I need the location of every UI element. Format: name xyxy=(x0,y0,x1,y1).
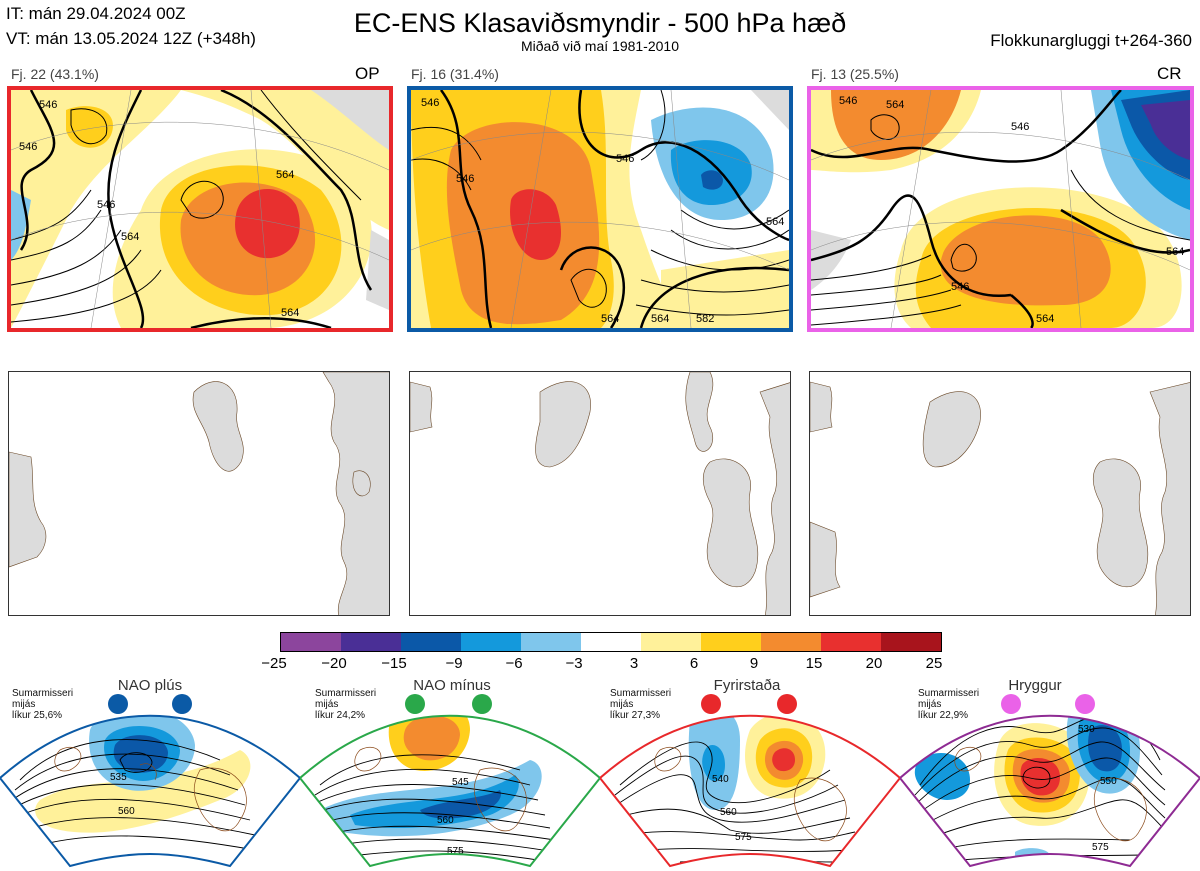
contour-label: 564 xyxy=(276,169,294,181)
contour-label: 564 xyxy=(121,231,139,243)
regime-3-title: Fyrirstaða xyxy=(713,677,781,694)
colorbar-swatch xyxy=(881,633,941,651)
colorbar xyxy=(280,632,942,652)
cluster-1-map: 546 546 546 564 564 564 xyxy=(7,86,393,332)
colorbar-tick: 25 xyxy=(925,655,943,672)
contour-label: 564 xyxy=(1036,313,1054,325)
colorbar-tick: −9 xyxy=(445,655,463,672)
contour-label: 546 xyxy=(1011,121,1029,133)
colorbar-tick: 9 xyxy=(749,655,759,672)
contour-label: 564 xyxy=(281,307,299,319)
regime-2-note: Sumarmisseri mijás líkur 24,2% xyxy=(315,688,377,721)
contour-label: 564 xyxy=(766,216,784,228)
colorbar-swatch xyxy=(761,633,821,651)
regime-contour-label: 575 xyxy=(1092,842,1109,853)
regime-4-map: 530 550 575 xyxy=(900,714,1200,868)
initial-time: IT: mán 29.04.2024 00Z xyxy=(6,4,186,23)
colorbar-tick: 15 xyxy=(805,655,823,672)
colorbar-swatch xyxy=(461,633,521,651)
colorbar-swatch xyxy=(521,633,581,651)
colorbar-swatch xyxy=(581,633,641,651)
regime-contour-label: 550 xyxy=(1100,776,1117,787)
colorbar-tick: −20 xyxy=(321,655,347,672)
contour-label: 546 xyxy=(19,141,37,153)
contour-label: 546 xyxy=(456,173,474,185)
regime-contour-label: 575 xyxy=(735,832,752,843)
cluster-1-label: Fj. 22 (43.1%) xyxy=(11,66,99,82)
colorbar-swatch xyxy=(401,633,461,651)
regime-3-note: Sumarmisseri mijás líkur 27,3% xyxy=(610,688,672,721)
valid-time: VT: mán 13.05.2024 12Z (+348h) xyxy=(6,29,256,48)
cluster-1-tag: OP xyxy=(355,64,380,83)
contour-label: 546 xyxy=(421,97,439,109)
colorbar-swatch xyxy=(281,633,341,651)
cluster-2-map: 546 546 546 564 564 564 582 xyxy=(407,86,793,332)
colorbar-swatch xyxy=(821,633,881,651)
regime-2-title: NAO mínus xyxy=(413,677,491,694)
regime-4-title: Hryggur xyxy=(1008,677,1062,694)
regime-2-marker xyxy=(472,694,492,714)
base-map-3 xyxy=(809,371,1191,616)
colorbar-tick: −6 xyxy=(505,655,523,672)
regime-contour-label: 530 xyxy=(1078,724,1095,735)
contour-label: 546 xyxy=(97,199,115,211)
cluster-3-map: 546 546 546 564 564 564 xyxy=(807,86,1194,332)
contour-label: 564 xyxy=(601,313,619,325)
regime-4-marker xyxy=(1001,694,1021,714)
regime-4-note: Sumarmisseri mijás líkur 22,9% xyxy=(918,688,980,721)
regime-4-marker xyxy=(1075,694,1095,714)
colorbar-swatch xyxy=(641,633,701,651)
colorbar-tick: −15 xyxy=(381,655,407,672)
contour-label: 564 xyxy=(886,99,904,111)
colorbar-tick: −3 xyxy=(565,655,583,672)
contour-label: 546 xyxy=(951,281,969,293)
contour-label: 564 xyxy=(651,313,669,325)
cluster-2-label: Fj. 16 (31.4%) xyxy=(411,66,499,82)
regime-1-map: 535 560 xyxy=(0,714,300,868)
regime-contour-label: 535 xyxy=(110,772,127,783)
page-title: EC-ENS Klasaviðsmyndir - 500 hPa hæð xyxy=(353,8,847,38)
regime-1-marker xyxy=(172,694,192,714)
regime-1-marker xyxy=(108,694,128,714)
regime-contour-label: 540 xyxy=(712,774,729,785)
colorbar-tick: 6 xyxy=(689,655,699,672)
colorbar-tick: 3 xyxy=(629,655,639,672)
classification-window: Flokkunargluggi t+264-360 xyxy=(990,31,1192,50)
regime-3-marker xyxy=(701,694,721,714)
regime-3-marker xyxy=(777,694,797,714)
regime-2-marker xyxy=(405,694,425,714)
colorbar-tick: −25 xyxy=(261,655,287,672)
cluster-3-tag: CR xyxy=(1157,64,1182,83)
contour-label: 546 xyxy=(616,153,634,165)
colorbar-swatch xyxy=(701,633,761,651)
page-subtitle: Miðað við maí 1981-2010 xyxy=(521,38,679,54)
regime-contour-label: 560 xyxy=(118,806,135,817)
regime-1-note: Sumarmisseri mijás líkur 25,6% xyxy=(12,688,74,721)
contour-label: 582 xyxy=(696,313,714,325)
regime-contour-label: 560 xyxy=(437,815,454,826)
regime-2-map: 545 560 575 xyxy=(300,714,600,868)
regime-contour-label: 545 xyxy=(452,777,469,788)
cluster-3-label: Fj. 13 (25.5%) xyxy=(811,66,899,82)
colorbar-tick: 20 xyxy=(865,655,883,672)
regime-3-map: 540 560 575 xyxy=(600,714,900,868)
regime-contour-label: 575 xyxy=(447,846,464,857)
regime-contour-label: 560 xyxy=(720,807,737,818)
colorbar-swatch xyxy=(341,633,401,651)
base-map-2 xyxy=(409,371,791,616)
regime-1-title: NAO plús xyxy=(117,677,183,694)
contour-label: 546 xyxy=(839,95,857,107)
contour-label: 564 xyxy=(1166,246,1184,258)
contour-label: 546 xyxy=(39,99,57,111)
base-map-1 xyxy=(8,371,390,616)
